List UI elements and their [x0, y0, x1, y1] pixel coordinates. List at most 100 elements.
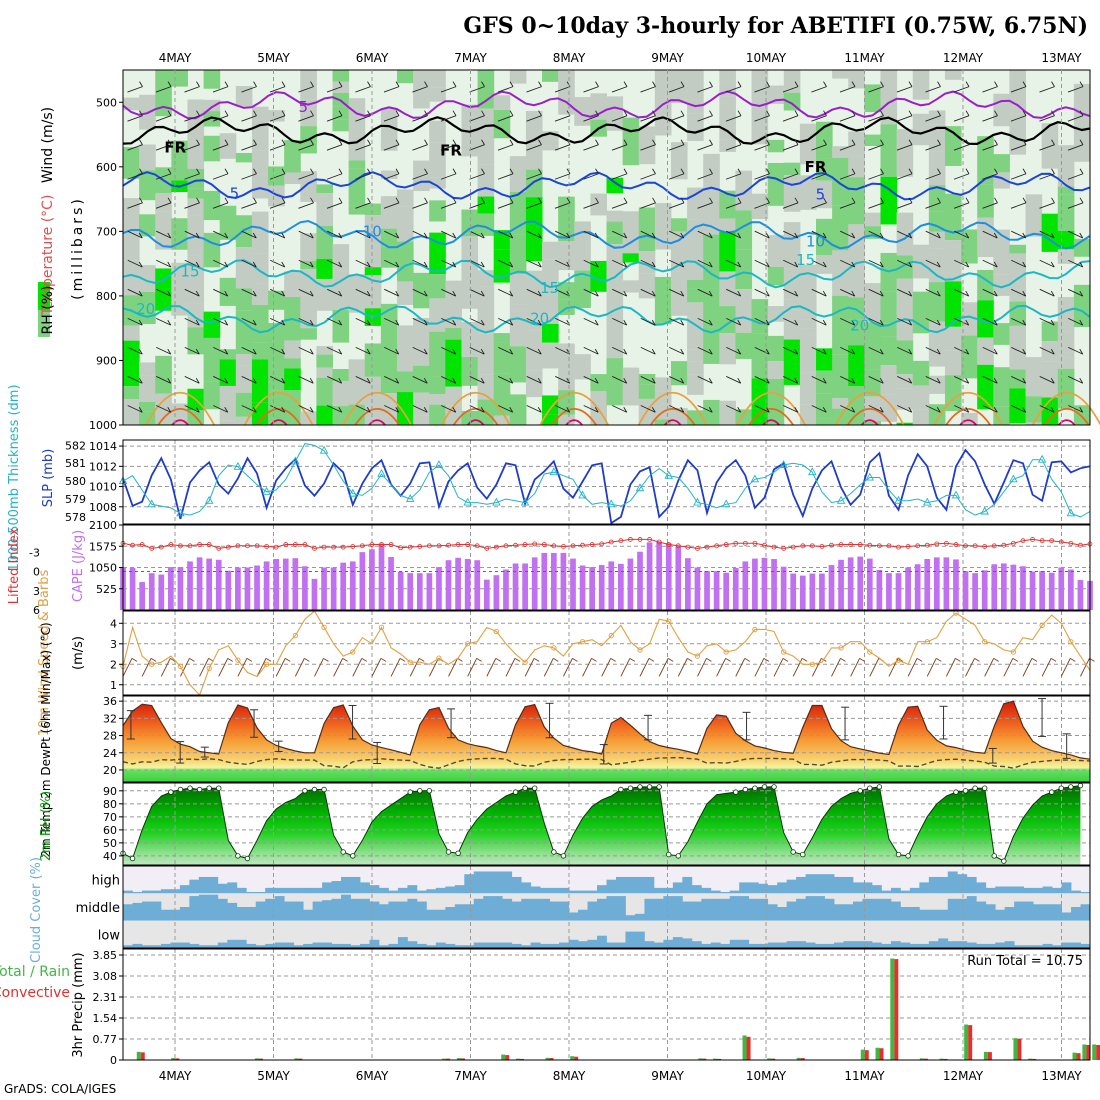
wind-barb	[383, 202, 400, 209]
wind-barb	[412, 317, 428, 326]
cloud-bar	[274, 942, 285, 948]
wind-barb	[640, 173, 656, 180]
wind-barb	[937, 81, 941, 87]
wind-barb	[355, 230, 371, 239]
wind-barb	[212, 86, 229, 93]
wind-barb	[651, 377, 656, 384]
wind-barb	[925, 86, 941, 93]
wind-barb	[399, 657, 406, 662]
cloud-bar	[170, 889, 181, 894]
rh2m-point	[637, 784, 643, 790]
wind-barb	[811, 405, 827, 413]
wind-barb	[697, 346, 713, 355]
rh-cell	[203, 70, 221, 89]
thickness-point	[319, 445, 329, 454]
cloud-bar	[378, 887, 389, 894]
cloud-bar	[521, 898, 532, 921]
precip-conv-bar	[923, 1058, 928, 1060]
tick-label: 20	[103, 764, 117, 777]
rh2m-point	[790, 849, 796, 855]
rh-cell	[332, 369, 350, 382]
cloud-bar	[369, 885, 380, 894]
cloud-bar	[151, 901, 162, 921]
precip-conv-bar	[746, 1036, 751, 1060]
rh-cell	[380, 246, 398, 259]
rh2m-point	[752, 785, 758, 791]
cloud-bar	[862, 898, 873, 921]
rh-cell	[300, 70, 317, 100]
cloud-bar	[739, 896, 750, 921]
wind-barb	[754, 317, 770, 326]
wind-barb	[131, 657, 138, 662]
rh-cell	[880, 365, 898, 395]
wind-barb	[1079, 110, 1084, 116]
wind-barb	[423, 232, 428, 239]
li-point	[915, 543, 921, 549]
wind-barb	[737, 290, 742, 297]
wind-barb	[965, 81, 970, 87]
thickness-point	[721, 499, 731, 508]
cloud-bar	[615, 876, 626, 894]
cloud-bar	[388, 890, 399, 894]
cape-bar	[742, 561, 749, 610]
rh-cell	[235, 365, 253, 393]
dewpt-line	[122, 756, 1091, 769]
cloud-bar	[151, 890, 162, 894]
rh-cell	[783, 70, 801, 93]
isotherm-line	[122, 304, 1091, 334]
rh-cell	[1009, 244, 1027, 254]
rh-cell	[316, 405, 334, 425]
wind-barb	[697, 230, 713, 239]
cape-bar	[541, 552, 548, 610]
rh-cell	[429, 200, 446, 222]
wind-barb	[937, 110, 941, 116]
rh-cell	[1009, 369, 1027, 389]
cape-bar	[292, 558, 299, 610]
precip-conv-bar	[879, 1048, 884, 1060]
rh-cell	[799, 175, 817, 210]
thickness-point	[1037, 454, 1047, 463]
rh-cell	[638, 273, 656, 299]
rh-cell	[493, 342, 511, 374]
rh-cell	[1057, 357, 1075, 369]
cloud-bar	[293, 887, 304, 894]
wind10-point	[579, 639, 586, 645]
rh-cell	[477, 213, 495, 236]
wind-barb	[309, 377, 314, 384]
wind-barb	[294, 658, 305, 677]
wind-barb	[811, 86, 827, 93]
wind-barb	[480, 319, 485, 326]
wind-barb	[879, 232, 884, 239]
cloud-bar	[464, 874, 475, 894]
wind-barb	[726, 230, 741, 239]
li-point	[484, 546, 490, 551]
wind-barb	[469, 115, 485, 122]
precip-legend-total: Total / Rain	[0, 964, 70, 980]
rh-cell	[348, 98, 366, 137]
rh-cell	[203, 111, 221, 127]
wind-barb	[310, 81, 314, 87]
isotherm-arch	[860, 419, 879, 426]
cloud-bar	[284, 887, 295, 894]
cloud-bar	[502, 898, 513, 921]
rh-cell	[816, 393, 833, 419]
rh-cell	[268, 390, 285, 422]
wind-barb	[782, 173, 799, 180]
wind-barb	[395, 377, 400, 384]
wind-barb	[594, 290, 599, 297]
wind-barb	[452, 197, 457, 204]
isotherm-arch	[834, 392, 905, 426]
wind-barb	[908, 290, 913, 297]
wind-barb	[138, 377, 143, 384]
cloud-bar	[227, 882, 238, 894]
wind-barb	[1079, 407, 1084, 413]
rh-cell	[429, 298, 446, 332]
tick-label: 60	[103, 824, 117, 837]
wind-barb	[594, 407, 599, 413]
wind-barb	[822, 261, 827, 268]
wind-barb	[851, 139, 856, 145]
cape-bar	[321, 567, 327, 610]
wind-barb	[355, 144, 371, 151]
rh-cell	[574, 97, 591, 126]
wind-barb	[509, 168, 514, 174]
